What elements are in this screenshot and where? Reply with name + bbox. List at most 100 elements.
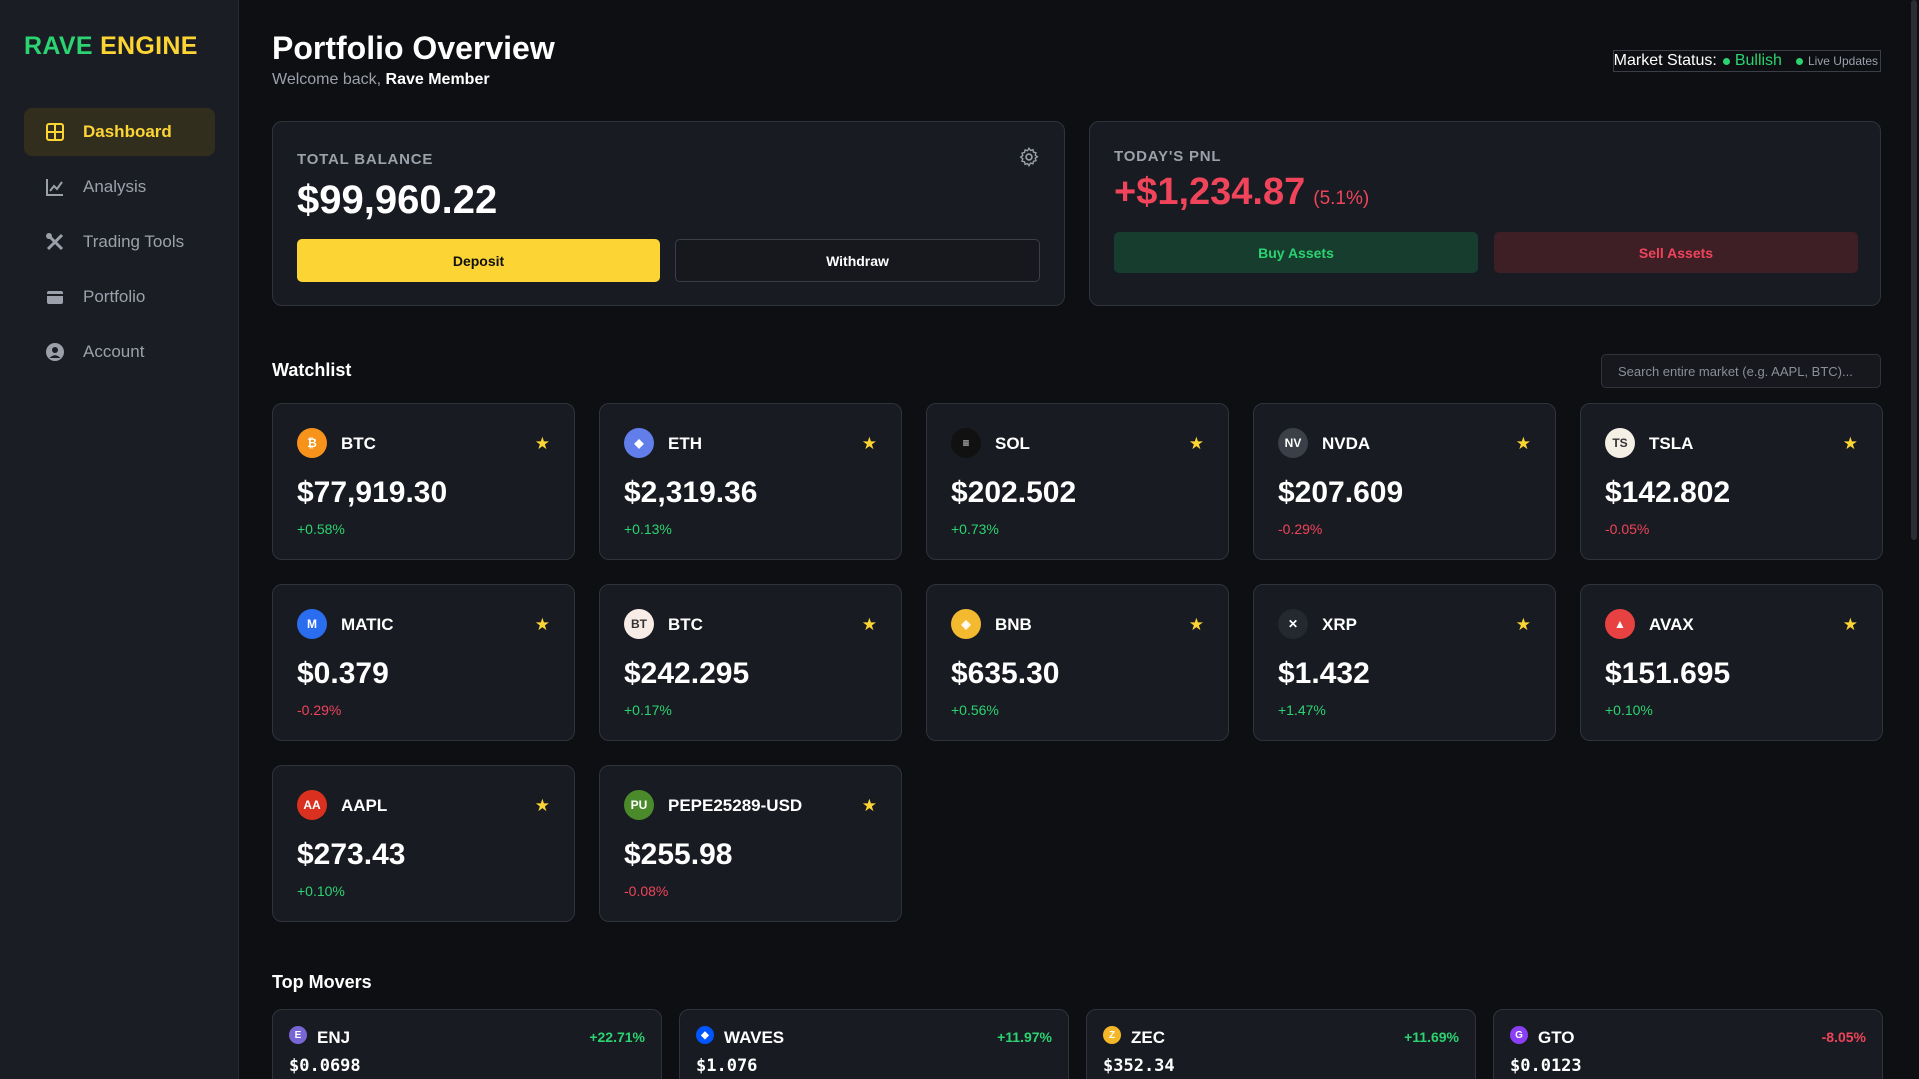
asset-change: +0.17%: [624, 702, 672, 718]
asset-price: $273.43: [297, 838, 406, 871]
user-name: Rave Member: [385, 71, 490, 88]
asset-change: +0.73%: [951, 521, 999, 537]
watchlist-card[interactable]: ≡ SOL ★ $202.502 +0.73%: [926, 403, 1229, 560]
sidebar-item-analysis[interactable]: Analysis: [24, 163, 215, 211]
watchlist-card[interactable]: BT BTC ★ $242.295 +0.17%: [599, 584, 902, 741]
asset-logo-icon: TS: [1605, 428, 1635, 458]
balance-label: TOTAL BALANCE: [297, 151, 434, 168]
pnl-percent: (5.1%): [1313, 188, 1370, 209]
sidebar-item-dashboard[interactable]: Dashboard: [24, 108, 215, 156]
star-icon[interactable]: ★: [861, 796, 877, 815]
asset-symbol: MATIC: [341, 615, 394, 634]
asset-change: +0.13%: [624, 521, 672, 537]
top-movers-title: Top Movers: [272, 972, 372, 992]
watchlist-card[interactable]: ◈ BNB ★ $635.30 +0.56%: [926, 584, 1229, 741]
star-icon[interactable]: ★: [534, 615, 550, 634]
withdraw-button[interactable]: Withdraw: [675, 239, 1040, 282]
pnl-label: TODAY'S PNL: [1114, 148, 1222, 165]
sidebar-item-label: Trading Tools: [83, 232, 185, 251]
asset-change: -8.05%: [1821, 1029, 1866, 1045]
asset-symbol: ETH: [668, 434, 702, 453]
star-icon[interactable]: ★: [534, 796, 550, 815]
watchlist-card[interactable]: PU PEPE25289-USD ★ $255.98 -0.08%: [599, 765, 902, 922]
sell-assets-button[interactable]: Sell Assets: [1494, 232, 1858, 273]
live-dot-icon: [1795, 57, 1803, 65]
status-dot-icon: [1722, 57, 1730, 65]
asset-price: $0.379: [297, 657, 389, 690]
dashboard-grid-icon: [44, 121, 66, 143]
asset-price: $352.34: [1103, 1056, 1175, 1076]
watchlist-card[interactable]: NV NVDA ★ $207.609 -0.29%: [1253, 403, 1556, 560]
asset-symbol: WAVES: [724, 1028, 785, 1047]
asset-price: $142.802: [1605, 476, 1731, 509]
asset-change: -0.08%: [624, 883, 669, 899]
asset-change: +0.10%: [297, 883, 345, 899]
top-mover-card[interactable]: E ENJ +22.71% $0.0698: [272, 1009, 662, 1079]
asset-logo-icon: ◆: [696, 1026, 714, 1044]
gear-icon[interactable]: [1018, 146, 1040, 168]
asset-symbol: AAPL: [341, 796, 388, 815]
watchlist-card[interactable]: AA AAPL ★ $273.43 +0.10%: [272, 765, 575, 922]
top-mover-card[interactable]: Z ZEC +11.69% $352.34: [1086, 1009, 1476, 1079]
asset-logo-icon: Z: [1103, 1026, 1121, 1044]
watchlist-card[interactable]: ₿ BTC ★ $77,919.30 +0.58%: [272, 403, 575, 560]
asset-symbol: BTC: [668, 615, 703, 634]
asset-logo-icon: M: [297, 609, 327, 639]
asset-change: -0.05%: [1605, 521, 1650, 537]
star-icon[interactable]: ★: [534, 434, 550, 453]
watchlist-card[interactable]: ▲ AVAX ★ $151.695 +0.10%: [1580, 584, 1883, 741]
watchlist-card[interactable]: ✕ XRP ★ $1.432 +1.47%: [1253, 584, 1556, 741]
asset-logo-icon: ₿: [297, 428, 327, 458]
market-search-input[interactable]: [1601, 354, 1881, 388]
asset-price: $0.0123: [1510, 1056, 1582, 1076]
total-balance-card: TOTAL BALANCE $99,960.22 Deposit Withdra…: [272, 121, 1065, 306]
asset-symbol: GTO: [1538, 1028, 1575, 1047]
star-icon[interactable]: ★: [1515, 434, 1531, 453]
asset-symbol: NVDA: [1322, 434, 1371, 453]
deposit-button[interactable]: Deposit: [297, 239, 660, 282]
asset-symbol: BTC: [341, 434, 376, 453]
market-status-value: Bullish: [1734, 52, 1782, 69]
watchlist-card[interactable]: TS TSLA ★ $142.802 -0.05%: [1580, 403, 1883, 560]
star-icon[interactable]: ★: [1842, 434, 1858, 453]
asset-price: $202.502: [951, 476, 1077, 509]
asset-change: +22.71%: [589, 1029, 645, 1045]
pnl-value: +$1,234.87: [1114, 171, 1306, 213]
asset-change: +11.69%: [1404, 1029, 1459, 1045]
star-icon[interactable]: ★: [1842, 615, 1858, 634]
top-mover-card[interactable]: ◆ WAVES +11.97% $1.076: [679, 1009, 1069, 1079]
asset-price: $207.609: [1278, 476, 1404, 509]
market-status-badge: Market Status: Bullish Live Updates: [1612, 50, 1881, 72]
star-icon[interactable]: ★: [1188, 434, 1204, 453]
asset-logo-icon: ◆: [624, 428, 654, 458]
top-mover-card[interactable]: G GTO -8.05% $0.0123: [1493, 1009, 1883, 1079]
asset-symbol: XRP: [1322, 615, 1357, 634]
asset-price: $242.295: [624, 657, 750, 690]
brand-logo[interactable]: RAVE ENGINE: [24, 32, 198, 61]
asset-price: $0.0698: [289, 1056, 361, 1076]
star-icon[interactable]: ★: [861, 615, 877, 634]
live-updates-label: Live Updates: [1807, 54, 1878, 68]
asset-change: -0.29%: [297, 702, 342, 718]
star-icon[interactable]: ★: [1515, 615, 1531, 634]
watchlist-card[interactable]: ◆ ETH ★ $2,319.36 +0.13%: [599, 403, 902, 560]
sidebar-item-portfolio[interactable]: Portfolio: [24, 273, 215, 321]
asset-price: $255.98: [624, 838, 733, 871]
page-scrollbar[interactable]: [1911, 0, 1917, 540]
asset-symbol: BNB: [995, 615, 1032, 634]
market-status-label: Market Status:: [1613, 52, 1717, 69]
sidebar-item-trading-tools[interactable]: Trading Tools: [24, 218, 215, 266]
asset-logo-icon: ◈: [951, 609, 981, 639]
user-circle-icon: [44, 341, 66, 363]
asset-change: +0.58%: [297, 521, 345, 537]
watchlist-card[interactable]: M MATIC ★ $0.379 -0.29%: [272, 584, 575, 741]
asset-logo-icon: BT: [624, 609, 654, 639]
buy-assets-button[interactable]: Buy Assets: [1114, 232, 1478, 273]
star-icon[interactable]: ★: [861, 434, 877, 453]
star-icon[interactable]: ★: [1188, 615, 1204, 634]
asset-change: +0.56%: [951, 702, 999, 718]
sidebar: RAVE ENGINE Dashboard Analysis Trading T…: [0, 0, 239, 1079]
asset-symbol: TSLA: [1649, 434, 1694, 453]
sidebar-item-account[interactable]: Account: [24, 328, 215, 376]
asset-symbol: ZEC: [1131, 1028, 1165, 1047]
